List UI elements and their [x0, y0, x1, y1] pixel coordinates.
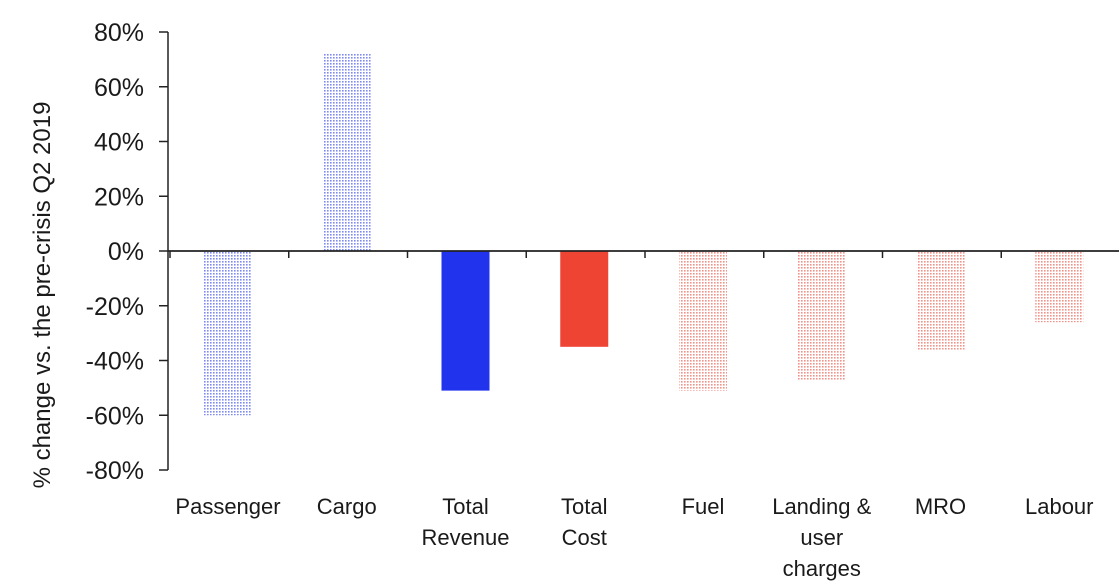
bar-mro	[917, 251, 965, 350]
bars	[204, 54, 1083, 415]
y-tick-label: -20%	[86, 293, 144, 321]
bar-total-revenue	[442, 251, 490, 391]
bar-passenger	[204, 251, 252, 415]
bar-fuel	[679, 251, 727, 391]
category-label: MRO	[915, 494, 966, 519]
bar-labour	[1035, 251, 1083, 322]
category-label: Total Revenue	[421, 494, 509, 550]
category-label: Cargo	[317, 494, 377, 519]
bar-landing-user-charges	[798, 251, 846, 380]
y-tick-label: 80%	[94, 19, 144, 47]
axes	[159, 32, 168, 470]
y-tick-label: 0%	[108, 238, 144, 266]
y-axis-title: % change vs. the pre-crisis Q2 2019	[29, 102, 56, 489]
category-label: Total Cost	[561, 494, 607, 550]
y-tick-label: -40%	[86, 348, 144, 376]
y-tick-label: 20%	[94, 183, 144, 211]
category-label: Passenger	[175, 494, 280, 519]
category-label: Fuel	[682, 494, 725, 519]
category-label: Landing & user charges	[772, 494, 871, 581]
bar-cargo	[323, 54, 371, 251]
category-label: Labour	[1025, 494, 1094, 519]
bar-total-cost	[560, 251, 608, 347]
y-tick-label: -80%	[86, 457, 144, 485]
y-tick-label: -60%	[86, 402, 144, 430]
y-tick-label: 60%	[94, 74, 144, 102]
y-tick-label: 40%	[94, 129, 144, 157]
